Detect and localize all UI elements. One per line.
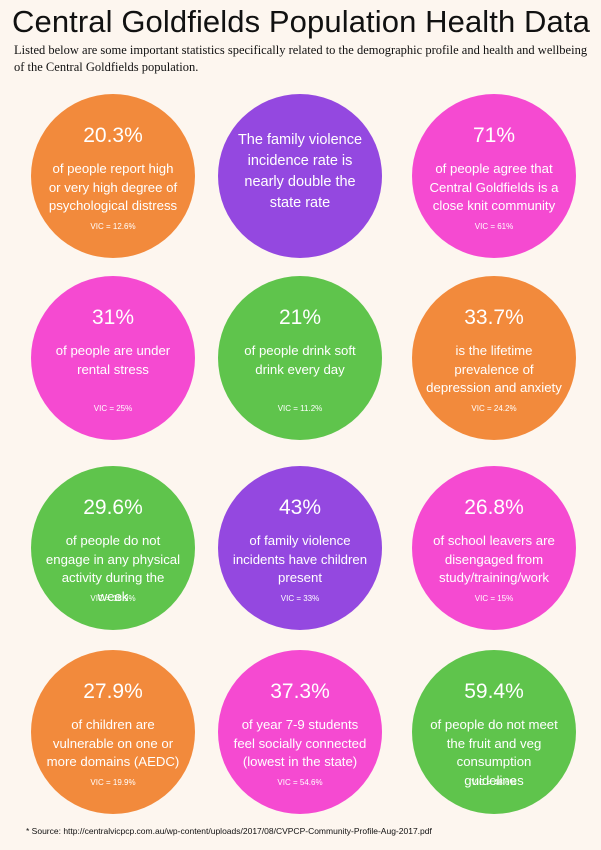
- stat-description: is the lifetime prevalence of depression…: [426, 343, 562, 395]
- stat-circle-social-connection: 37.3% of year 7-9 students feel socially…: [218, 650, 382, 814]
- source-citation: * Source: http://centralvicpcp.com.au/wp…: [26, 826, 432, 836]
- stat-circle-soft-drink: 21% of people drink soft drink every day…: [218, 276, 382, 440]
- stat-description: of people report high or very high degre…: [48, 161, 178, 213]
- stat-description: of people do not engage in any physical …: [45, 533, 181, 604]
- stat-vic-comparison: VIC = 61%: [474, 222, 514, 231]
- stat-value: 33.7%: [464, 306, 524, 329]
- stat-value: 31%: [91, 306, 135, 329]
- page-title: Central Goldfields Population Health Dat…: [12, 4, 590, 39]
- stat-vic-comparison: VIC = 25%: [93, 404, 133, 413]
- stat-circle-children-present: 43% of family violence incidents have ch…: [218, 466, 382, 630]
- stat-circle-physical-activity: 29.6% of people do not engage in any phy…: [31, 466, 195, 630]
- stat-value: 27.9%: [83, 680, 143, 703]
- stat-vic-comparison: VIC = 15%: [474, 594, 514, 603]
- stat-vic-comparison: VIC = 18.9%: [90, 594, 136, 603]
- stat-description: of children are vulnerable on one or mor…: [46, 717, 180, 769]
- stat-circle-family-violence-rate: The family violence incidence rate is ne…: [218, 94, 382, 258]
- stat-description: of year 7-9 students feel socially conne…: [233, 717, 367, 769]
- stat-description: of family violence incidents have childr…: [232, 533, 368, 585]
- stat-circle-school-leavers: 26.8% of school leavers are disengaged f…: [412, 466, 576, 630]
- stat-value: 43%: [278, 496, 322, 519]
- stat-description: of people are under rental stress: [55, 343, 171, 377]
- stat-statement: The family violence incidence rate is ne…: [237, 132, 363, 211]
- stat-vic-comparison: VIC = 19.9%: [90, 778, 136, 787]
- stat-value: 59.4%: [464, 680, 524, 703]
- stat-value: 71%: [472, 124, 516, 147]
- stat-circle-rental-stress: 31% of people are under rental stress VI…: [31, 276, 195, 440]
- stat-description: of people drink soft drink every day: [244, 343, 356, 377]
- stat-vic-comparison: VIC = 12.6%: [90, 222, 136, 231]
- stat-value: 29.6%: [83, 496, 143, 519]
- stat-circle-fruit-veg: 59.4% of people do not meet the fruit an…: [412, 650, 576, 814]
- stat-circle-depression-anxiety: 33.7% is the lifetime prevalence of depr…: [412, 276, 576, 440]
- stat-circle-close-knit-community: 71% of people agree that Central Goldfie…: [412, 94, 576, 258]
- stat-description: of people do not meet the fruit and veg …: [430, 717, 558, 788]
- stat-value: 21%: [278, 306, 322, 329]
- stat-vic-comparison: VIC = 54.6%: [277, 778, 323, 787]
- stat-circle-child-vulnerability: 27.9% of children are vulnerable on one …: [31, 650, 195, 814]
- page-subtitle: Listed below are some important statisti…: [14, 43, 588, 74]
- stat-vic-comparison: VIC = 48.6%: [471, 778, 517, 787]
- stat-vic-comparison: VIC = 24.2%: [471, 404, 517, 413]
- stat-vic-comparison: VIC = 33%: [280, 594, 320, 603]
- stat-description: of school leavers are disengaged from st…: [433, 533, 555, 585]
- stat-value: 20.3%: [83, 124, 143, 147]
- stat-value: 37.3%: [270, 680, 330, 703]
- stat-description: of people agree that Central Goldfields …: [429, 161, 559, 213]
- stat-circle-psychological-distress: 20.3% of people report high or very high…: [31, 94, 195, 258]
- stat-value: 26.8%: [464, 496, 524, 519]
- stat-vic-comparison: VIC = 11.2%: [277, 404, 323, 413]
